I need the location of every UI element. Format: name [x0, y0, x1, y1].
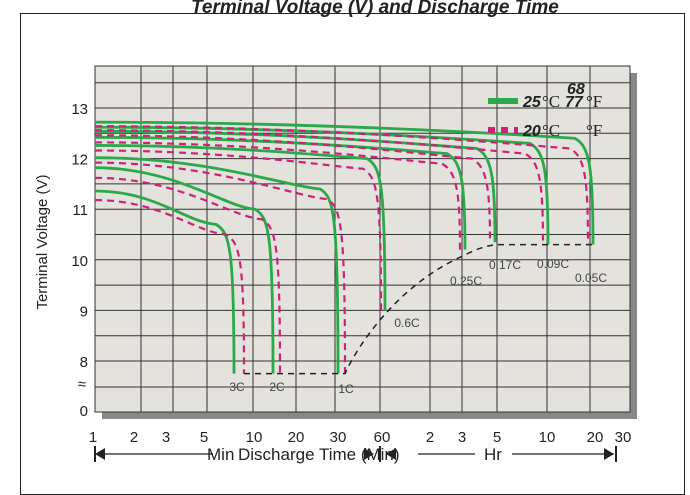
y-tick-label: 11: [72, 202, 88, 219]
discharge-curve-25c: [94, 166, 275, 374]
discharge-curve-25c: [94, 135, 467, 250]
x-tick-label: 10: [539, 429, 556, 446]
curve-labels: 3C 2C 1C 0.6C 0.25C 0.17C 0.09C 0.05C: [229, 257, 607, 396]
discharge-curve-25c: [94, 189, 236, 374]
x-axis-label: Discharge Time (Min): [238, 445, 400, 464]
x-axis-arrows: Min Discharge Time (Min) Hr: [94, 445, 617, 464]
discharge-curve-25c: [94, 120, 595, 245]
y-tick-label: 8: [80, 354, 88, 371]
curve-label: 0.05C: [575, 271, 607, 285]
legend-temp-f: 77: [565, 94, 584, 111]
x-tick-label: 5: [493, 429, 501, 446]
x-tick-label: 20: [587, 429, 604, 446]
discharge-curve-20c: [94, 125, 590, 245]
x-range-label-hr: Hr: [484, 445, 502, 464]
chart-title: Terminal Voltage (V) and Discharge Time: [191, 0, 559, 18]
legend-unit-f: °F: [586, 92, 602, 111]
x-arrow-head: [364, 448, 374, 460]
legend-unit-c: °C: [542, 92, 560, 111]
curve-label: 2C: [269, 380, 285, 394]
x-tick-label: 30: [330, 429, 347, 446]
cutoff-line: [244, 243, 593, 375]
y-axis-label: Terminal Voltage (V): [34, 174, 51, 309]
x-tick-label: 1: [89, 429, 97, 446]
legend-unit-c: °C: [542, 121, 560, 140]
x-range-label-min: Min: [207, 445, 234, 464]
curve-label: 1C: [338, 382, 354, 396]
y-tick-label: 13: [71, 101, 88, 118]
legend-temp-c: 20: [522, 123, 541, 140]
y-tick-label: 9: [80, 303, 88, 320]
discharge-curve-20c: [94, 134, 492, 243]
curve-label: 0.6C: [394, 316, 420, 330]
x-arrow-head: [95, 448, 105, 460]
legend-unit-f: °F: [586, 121, 602, 140]
discharge-curve-25c: [94, 156, 340, 374]
x-arrow-head: [386, 448, 396, 460]
x-tick-labels: 1 2 3 5 10 20 30 60 2 3 5 10 20 30: [89, 429, 632, 446]
discharge-curve-20c: [94, 149, 383, 311]
plot-area: [94, 65, 631, 413]
x-arrow-head: [604, 448, 614, 460]
curve-label: 0.25C: [450, 274, 482, 288]
discharge-curve-20c: [94, 161, 347, 374]
legend: 25 °C 77 °F20 °C68°F: [488, 81, 602, 140]
x-tick-label: 20: [288, 429, 305, 446]
discharge-curve-20c: [94, 198, 246, 374]
x-tick-label: 60: [374, 429, 391, 446]
x-tick-label: 3: [458, 429, 466, 446]
discharge-curve-20c: [94, 129, 545, 245]
x-tick-label: 3: [162, 429, 170, 446]
x-tick-label: 10: [246, 429, 263, 446]
x-tick-label: 5: [200, 429, 208, 446]
discharge-curve-20c: [94, 176, 282, 374]
x-tick-label: 2: [426, 429, 434, 446]
y-tick-label: 0: [80, 403, 88, 420]
x-tick-label: 30: [615, 429, 632, 446]
y-tick-label: 12: [71, 152, 88, 169]
curve-label: 0.09C: [537, 257, 569, 271]
y-tick-label: 10: [71, 253, 88, 270]
y-break-symbol: ≈: [78, 376, 86, 393]
curve-label: 3C: [229, 380, 245, 394]
curve-label: 0.17C: [489, 258, 521, 272]
discharge-curve-25c: [94, 144, 387, 311]
cutoff-curve: [244, 243, 593, 375]
legend-temp-c: 25: [522, 94, 542, 111]
grid-lines: [95, 66, 630, 412]
y-tick-labels: 8 9 10 11 12 13 0 ≈: [71, 101, 88, 420]
x-tick-label: 2: [130, 429, 138, 446]
discharge-curves: [94, 120, 595, 374]
legend-temp-f: 68: [567, 81, 585, 98]
